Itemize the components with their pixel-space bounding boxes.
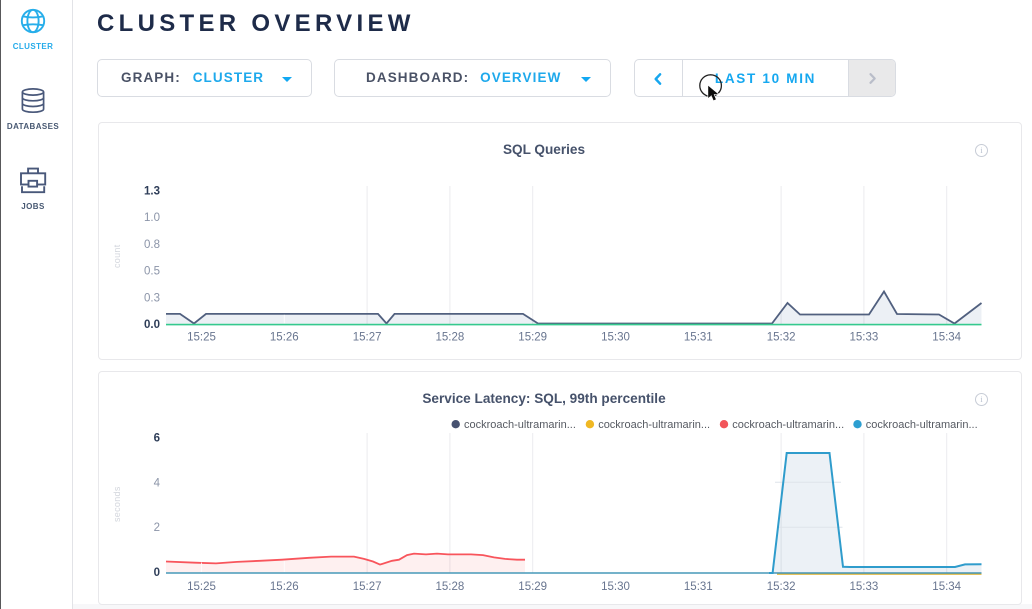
svg-text:15:28: 15:28 xyxy=(436,332,465,344)
svg-text:15:31: 15:31 xyxy=(684,581,713,593)
svg-text:2: 2 xyxy=(154,522,160,534)
svg-text:15:31: 15:31 xyxy=(684,332,713,344)
svg-text:cockroach-ultramarin...: cockroach-ultramarin... xyxy=(464,419,576,431)
svg-text:15:33: 15:33 xyxy=(850,332,879,344)
svg-text:15:29: 15:29 xyxy=(518,332,547,344)
svg-text:4: 4 xyxy=(154,477,161,489)
svg-text:15:34: 15:34 xyxy=(932,581,961,593)
svg-text:0.0: 0.0 xyxy=(144,319,160,331)
svg-text:0.3: 0.3 xyxy=(144,292,160,304)
svg-text:15:29: 15:29 xyxy=(518,581,547,593)
svg-text:cockroach-ultramarin...: cockroach-ultramarin... xyxy=(598,419,710,431)
svg-text:15:27: 15:27 xyxy=(353,581,382,593)
svg-text:15:28: 15:28 xyxy=(436,581,465,593)
svg-text:15:30: 15:30 xyxy=(601,581,630,593)
svg-text:seconds: seconds xyxy=(112,486,122,522)
svg-text:cockroach-ultramarin...: cockroach-ultramarin... xyxy=(732,419,844,431)
svg-text:15:25: 15:25 xyxy=(187,581,216,593)
svg-text:15:33: 15:33 xyxy=(850,581,879,593)
svg-text:1.0: 1.0 xyxy=(144,212,160,224)
svg-text:0.5: 0.5 xyxy=(144,266,160,278)
svg-text:15:26: 15:26 xyxy=(270,581,299,593)
svg-text:15:26: 15:26 xyxy=(270,332,299,344)
svg-text:count: count xyxy=(112,244,122,268)
svg-text:0: 0 xyxy=(154,567,160,579)
svg-text:6: 6 xyxy=(154,432,160,444)
svg-text:15:32: 15:32 xyxy=(767,332,796,344)
svg-text:1.3: 1.3 xyxy=(144,186,160,198)
svg-text:15:34: 15:34 xyxy=(932,332,961,344)
svg-text:0.8: 0.8 xyxy=(144,239,160,251)
svg-text:15:27: 15:27 xyxy=(353,332,382,344)
svg-text:15:32: 15:32 xyxy=(767,581,796,593)
svg-text:cockroach-ultramarin...: cockroach-ultramarin... xyxy=(866,419,978,431)
svg-text:15:30: 15:30 xyxy=(601,332,630,344)
svg-text:15:25: 15:25 xyxy=(187,332,216,344)
